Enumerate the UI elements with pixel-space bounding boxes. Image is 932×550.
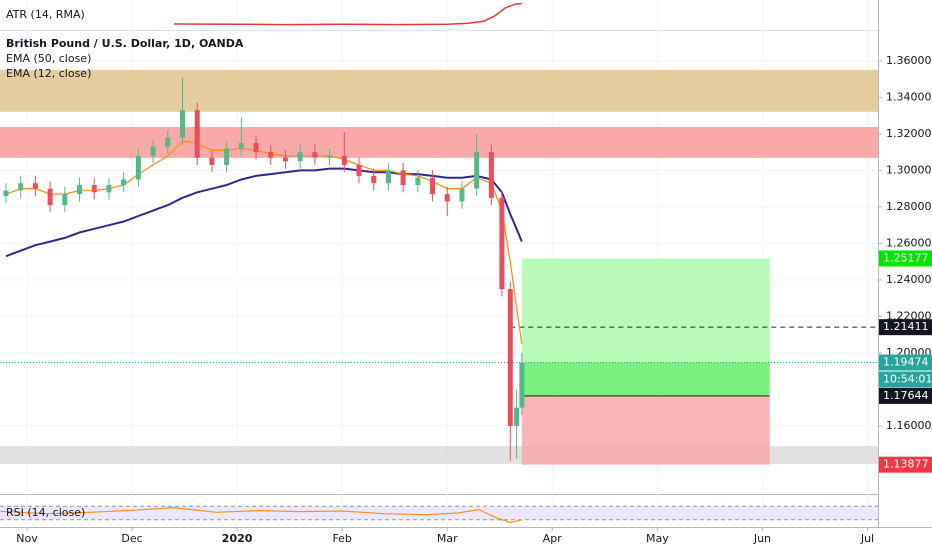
- candle-body: [150, 146, 156, 156]
- candle-body: [47, 188, 53, 206]
- candle-body: [327, 155, 333, 158]
- y-tick-label: 1.26000: [886, 236, 932, 249]
- candle-body: [385, 170, 391, 184]
- price-tag: [879, 250, 932, 267]
- candle-body: [415, 177, 421, 186]
- candle-body: [400, 170, 406, 186]
- x-tick-label: Mar: [437, 532, 458, 545]
- indicator-label: EMA (12, close): [6, 67, 91, 80]
- candle-body: [444, 194, 450, 202]
- candle-body: [371, 175, 377, 184]
- zone: [0, 126, 878, 158]
- atr-line: [174, 2, 522, 26]
- price-tag: [879, 387, 932, 404]
- y-tick-label: 1.32000: [886, 127, 932, 140]
- x-tick-label: May: [646, 532, 669, 545]
- loss-zone: [521, 395, 770, 465]
- price-tag-label: 1.17644: [883, 389, 929, 402]
- rsi-band: [0, 506, 878, 520]
- x-tick-label: Feb: [332, 532, 351, 545]
- candle-body: [121, 179, 127, 186]
- countdown-tag: [879, 371, 932, 388]
- candle-body: [224, 148, 230, 165]
- candle-body: [499, 197, 505, 290]
- price-tag-label: 1.25177: [883, 251, 929, 264]
- candle-body: [77, 185, 83, 195]
- candle-body: [253, 143, 259, 153]
- candle-body: [341, 155, 347, 165]
- candle-body: [268, 152, 274, 158]
- indicator-label: ATR (14, RMA): [6, 8, 85, 21]
- y-tick-label: 1.36000: [886, 54, 932, 67]
- y-tick-label: 1.28000: [886, 200, 932, 213]
- price-tag: [879, 319, 932, 336]
- candle-body: [165, 137, 171, 147]
- price-tag: [879, 456, 932, 473]
- candle-body: [297, 152, 303, 162]
- candle-body: [209, 157, 215, 165]
- price-tag: [879, 354, 932, 371]
- rsi-line: [0, 506, 522, 524]
- candle-body: [62, 194, 68, 206]
- price-tag-label: 1.21411: [883, 320, 929, 333]
- price-tag-label: 1.13877: [883, 458, 929, 471]
- indicator-label: RSI (14, close): [6, 506, 85, 519]
- candle-body: [488, 152, 494, 198]
- candle-body: [238, 143, 244, 149]
- x-tick-label: Jul: [860, 532, 874, 545]
- candle-body: [507, 289, 513, 426]
- candle-body: [135, 155, 141, 180]
- price-tag-label: 1.19474: [883, 356, 929, 369]
- countdown-label: 10:54:01: [883, 373, 932, 386]
- candle-body: [3, 190, 9, 196]
- x-tick-label: Dec: [121, 532, 142, 545]
- candle-body: [430, 177, 436, 195]
- profit-filled: [521, 362, 770, 396]
- y-tick-label: 1.16000: [886, 419, 932, 432]
- candle-body: [356, 164, 362, 176]
- candle-body: [459, 188, 465, 202]
- candle-body: [32, 183, 38, 189]
- candle-body: [312, 152, 318, 158]
- candle-body: [514, 407, 520, 426]
- candle-body: [18, 183, 24, 191]
- x-tick-label: 2020: [222, 532, 253, 545]
- zone: [0, 69, 878, 112]
- symbol-title: British Pound / U.S. Dollar, 1D, OANDA: [6, 37, 244, 50]
- candle-body: [106, 185, 112, 193]
- indicator-label: EMA (50, close): [6, 52, 91, 65]
- candle-body: [179, 110, 185, 138]
- x-tick-label: Jun: [753, 532, 771, 545]
- candle-body: [282, 157, 288, 162]
- y-tick-label: 1.24000: [886, 273, 932, 286]
- ema-line: [5, 167, 523, 258]
- candle-body: [194, 110, 200, 158]
- candle-body: [519, 362, 525, 408]
- x-tick-label: Apr: [543, 532, 563, 545]
- y-tick-label: 1.30000: [886, 163, 932, 176]
- candle-body: [91, 185, 97, 193]
- x-tick-label: Nov: [16, 532, 38, 545]
- y-tick-label: 1.34000: [886, 90, 932, 103]
- candle-body: [474, 152, 480, 189]
